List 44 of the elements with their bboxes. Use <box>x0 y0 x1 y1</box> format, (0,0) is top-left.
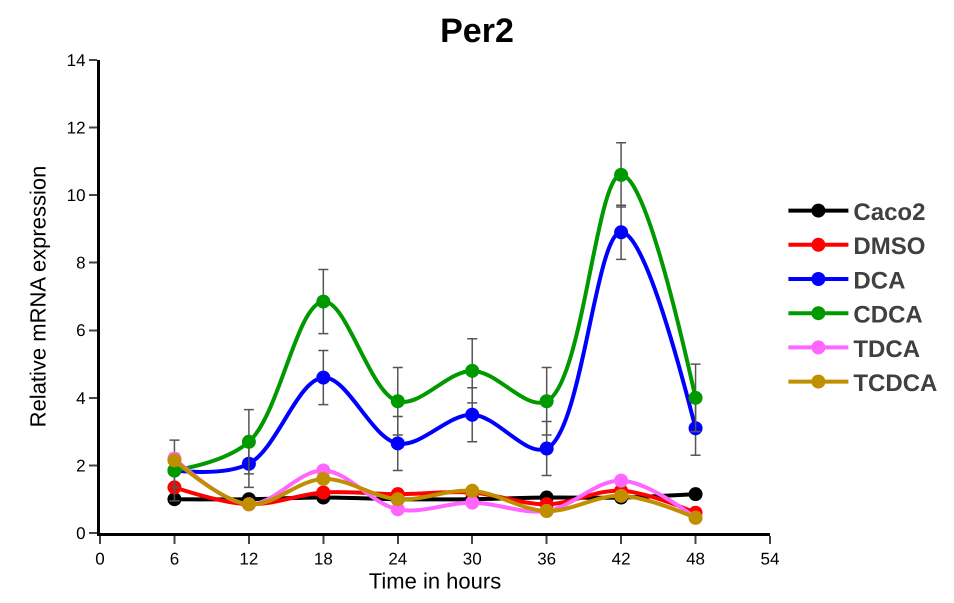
y-tick-label: 14 <box>66 50 86 70</box>
y-tick-label: 2 <box>76 456 86 476</box>
point <box>688 390 703 405</box>
point <box>614 474 628 488</box>
y-tick-label: 4 <box>76 388 86 408</box>
x-tick-label: 30 <box>462 549 482 568</box>
x-tick-label: 36 <box>537 549 556 568</box>
point <box>540 394 554 408</box>
point <box>540 442 554 456</box>
y-tick-label: 10 <box>66 186 86 206</box>
legend-label: CDCA <box>853 302 923 329</box>
chart-title: Per2 <box>440 12 514 50</box>
x-tick-label: 12 <box>239 549 258 568</box>
point <box>316 485 330 500</box>
y-axis-title: Relative mRNA expression <box>25 166 50 428</box>
point <box>465 408 480 422</box>
x-tick-label: 54 <box>760 549 780 568</box>
point <box>614 225 628 240</box>
point <box>688 487 703 502</box>
point <box>390 436 405 450</box>
legend-label: TDCA <box>853 336 920 363</box>
legend-label: TCDCA <box>853 370 938 397</box>
point <box>465 364 480 378</box>
legend-label: DMSO <box>853 233 926 260</box>
point <box>316 294 330 309</box>
legend-label: DCA <box>853 267 906 294</box>
x-tick-label: 42 <box>612 549 631 568</box>
x-axis-title: Time in hours <box>368 568 502 594</box>
x-tick-label: 6 <box>170 549 180 568</box>
x-tick-label: 24 <box>388 549 408 568</box>
point <box>614 168 628 182</box>
point <box>242 434 256 449</box>
point <box>316 472 330 486</box>
point <box>390 394 405 408</box>
point <box>316 370 330 385</box>
x-tick-label: 18 <box>314 549 333 568</box>
y-tick-label: 12 <box>66 118 86 138</box>
y-tick-label: 8 <box>76 254 86 273</box>
x-tick-label: 48 <box>686 549 706 568</box>
y-tick-label: 0 <box>76 524 86 543</box>
y-tick-label: 6 <box>76 321 86 340</box>
legend-label: Caco2 <box>853 198 926 226</box>
point <box>465 496 480 510</box>
x-tick-label: 0 <box>95 549 105 568</box>
